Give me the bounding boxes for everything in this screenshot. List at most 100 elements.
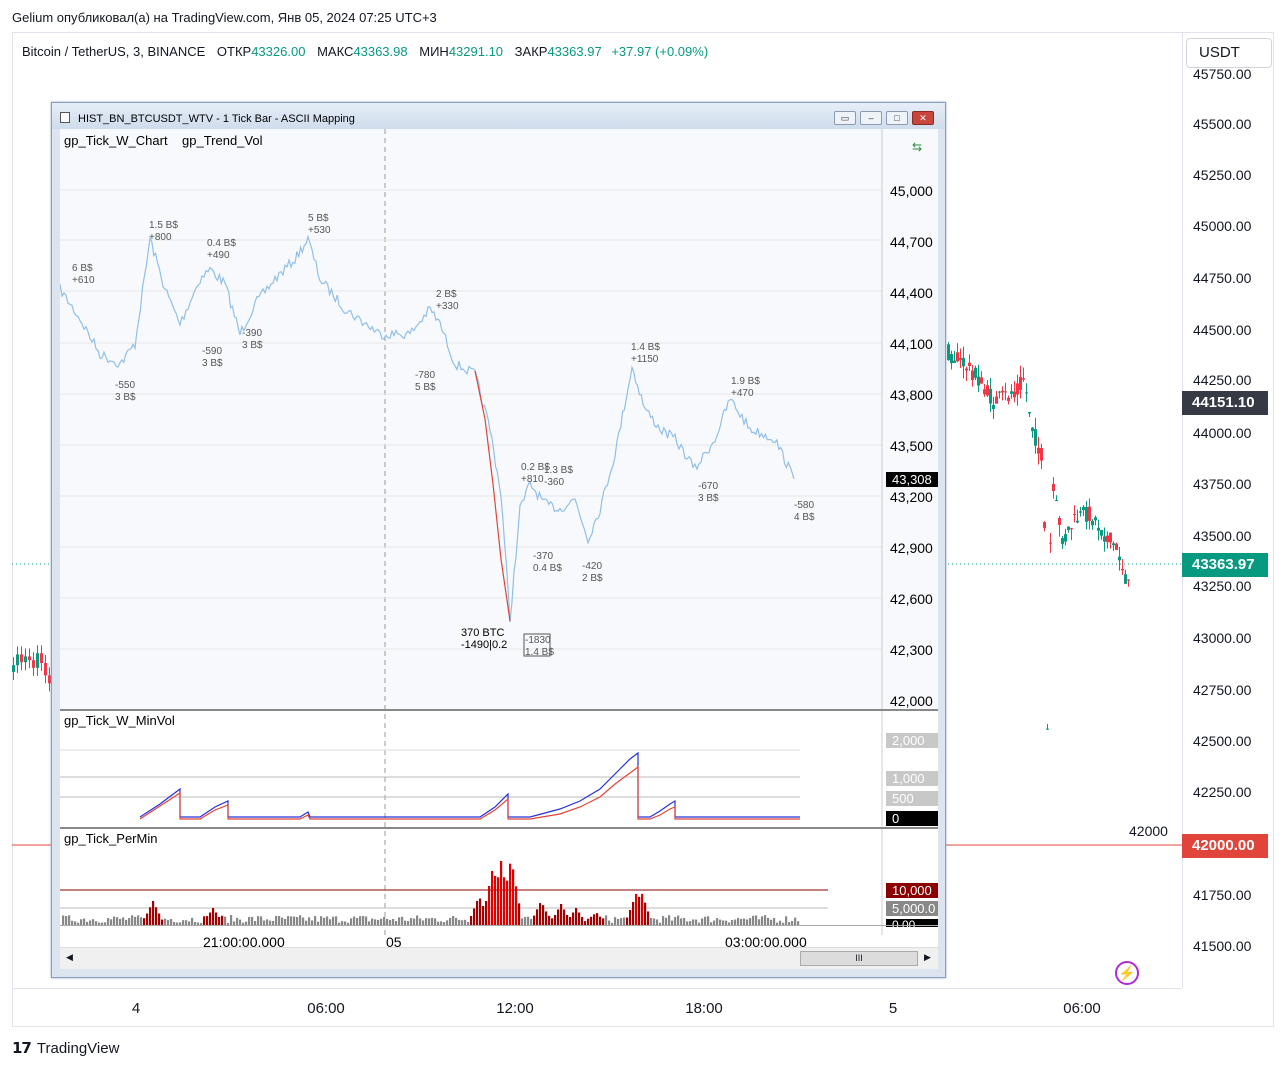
candle — [1031, 427, 1034, 432]
window-chart-body[interactable]: gp_Tick_W_Chart gp_Trend_Vol ⇆ 45,000 44… — [60, 129, 938, 967]
permin-bar — [572, 912, 575, 926]
candle — [1097, 527, 1100, 531]
permin-bar — [398, 917, 401, 926]
annotation: -420 2 B$ — [582, 561, 603, 584]
annotation: -590 3 B$ — [202, 346, 223, 369]
lightning-icon[interactable]: ⚡ — [1115, 961, 1139, 985]
last-price-box: 43,308 — [886, 472, 938, 487]
candle — [1019, 376, 1022, 390]
candle — [971, 370, 974, 380]
permin-bar — [371, 918, 374, 926]
price-tick: 42,600 — [890, 591, 933, 607]
window-titlebar[interactable]: HIST_BN_BTCUSDT_WTV - 1 Tick Bar - ASCII… — [52, 103, 945, 129]
permin-bar — [707, 916, 710, 926]
symbol-legend[interactable]: Bitcoin / TetherUS, 3, BINANCE ОТКР43326… — [22, 44, 708, 59]
change-value: +37.97 (+0.09%) — [611, 44, 709, 59]
arrows-icon[interactable]: ⇆ — [912, 140, 923, 154]
candle — [983, 389, 986, 395]
price-tick: 42,300 — [890, 642, 933, 658]
permin-bar — [227, 922, 230, 926]
permin-bar — [110, 919, 113, 926]
window-restore-button[interactable]: ▭ — [834, 111, 856, 125]
permin-bar — [383, 916, 386, 926]
scroll-right-icon[interactable]: ▶ — [924, 952, 931, 962]
permin-bar — [161, 919, 164, 926]
price-tick: 44,400 — [890, 285, 933, 301]
window-close-button[interactable]: ✕ — [912, 111, 934, 125]
candle — [1112, 543, 1115, 546]
permin-bar — [434, 918, 437, 926]
tradingview-logo[interactable]: 𝟭𝟳 TradingView — [12, 1039, 119, 1058]
price-tick: 45500.00 — [1193, 116, 1252, 132]
permin-bar — [668, 915, 671, 926]
price-tick: 42250.00 — [1193, 784, 1252, 800]
candle — [1043, 522, 1046, 528]
permin-bar — [476, 901, 479, 926]
window-app-icon — [60, 112, 70, 123]
time-tick: 18:00 — [685, 1000, 723, 1017]
publish-line: Gelium опубликовал(а) на TradingView.com… — [12, 10, 437, 25]
permin-bar — [581, 917, 584, 926]
permin-bar — [785, 916, 788, 926]
permin-bar — [350, 918, 353, 926]
symbol-name[interactable]: Bitcoin / TetherUS, 3, BINANCE — [22, 44, 206, 59]
annotation: 5 B$ +530 — [308, 213, 331, 236]
permin-bar — [365, 916, 368, 926]
permin-bar — [251, 916, 254, 926]
candle — [1085, 507, 1088, 522]
permin-bars-group — [62, 861, 800, 926]
price-tick: 44,700 — [890, 234, 933, 250]
study-label[interactable]: gp_Tick_W_Chart — [64, 133, 168, 148]
window-minimize-button[interactable]: – — [860, 111, 882, 125]
candle — [974, 367, 977, 378]
scroll-thumb[interactable]: III — [800, 951, 918, 966]
study-label[interactable]: gp_Tick_W_MinVol — [64, 713, 175, 728]
scroll-left-icon[interactable]: ◀ — [66, 952, 73, 962]
horizontal-scrollbar[interactable]: ◀ III ▶ — [60, 947, 938, 969]
annotation: 6 B$ +610 — [72, 263, 95, 286]
window-maximize-button[interactable]: □ — [886, 111, 908, 125]
pane-separator[interactable] — [60, 709, 938, 711]
annotation: -670 3 B$ — [698, 481, 719, 504]
candle — [995, 396, 998, 404]
candle — [32, 660, 35, 668]
price-pane[interactable] — [60, 129, 938, 709]
permin-bar — [410, 918, 413, 926]
study-label[interactable]: gp_Tick_PerMin — [64, 831, 158, 846]
permin-bar — [659, 922, 662, 926]
permin-bar — [242, 922, 245, 926]
pane-separator[interactable] — [60, 827, 938, 829]
permin-bar — [122, 917, 125, 926]
candle — [1106, 535, 1109, 543]
permin-bar — [662, 916, 665, 926]
permin-bar — [374, 919, 377, 926]
price-tick: 41750.00 — [1193, 887, 1252, 903]
permin-bar — [272, 920, 275, 926]
permin-bar — [761, 916, 764, 926]
permin-bar — [749, 918, 752, 926]
embedded-window[interactable]: HIST_BN_BTCUSDT_WTV - 1 Tick Bar - ASCII… — [51, 102, 946, 978]
time-axis[interactable]: 4 06:00 12:00 18:00 5 06:00 — [12, 988, 1182, 1026]
permin-bar — [368, 921, 371, 926]
level-price-badge: 42000.00 — [1182, 834, 1268, 858]
tick-price-line — [60, 234, 795, 623]
permin-bar — [491, 871, 494, 926]
permin-bar — [284, 919, 287, 926]
time-tick: 4 — [131, 1000, 141, 1017]
window-chart-svg[interactable] — [60, 129, 938, 967]
permin-bar — [65, 916, 68, 926]
price-scale[interactable]: 45750.00 45500.00 45250.00 45000.00 4475… — [1182, 32, 1274, 988]
currency-button[interactable]: USDT — [1186, 38, 1272, 68]
permin-bar — [416, 915, 419, 926]
permin-bar — [527, 916, 530, 926]
candle — [1094, 517, 1097, 521]
annotation: 1.4 B$ +1150 — [631, 342, 660, 365]
study-label[interactable]: gp_Trend_Vol — [182, 133, 263, 148]
candle — [1070, 528, 1073, 530]
permin-bar — [503, 877, 506, 926]
permin-bar — [779, 920, 782, 926]
permin-bar — [674, 917, 677, 926]
permin-bar — [521, 918, 524, 926]
permin-bar — [587, 918, 590, 926]
permin-bar — [611, 922, 614, 926]
